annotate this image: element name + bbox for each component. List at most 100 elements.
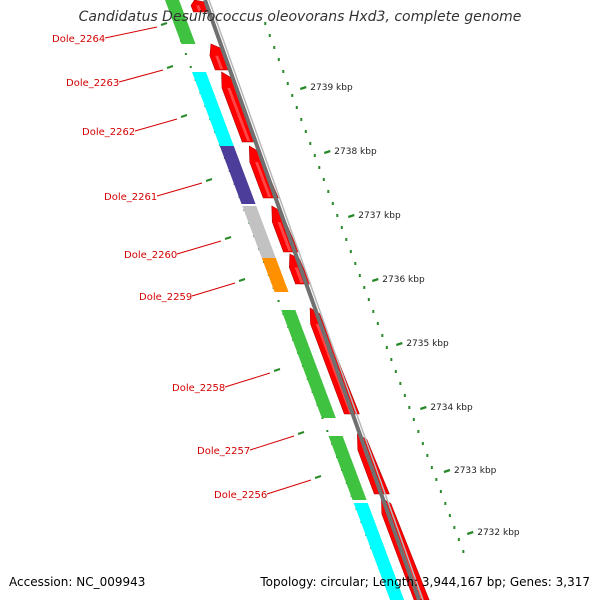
- scale-dot: [457, 538, 460, 541]
- gene-connector: [266, 479, 312, 495]
- scale-ticks: 2739 kbp 2738 kbp 2737 kbp 2736 kbp 2735 kbp…: [299, 83, 520, 538]
- scale-tick: [466, 530, 474, 536]
- scale-tick: [347, 213, 355, 219]
- scale-tick: [371, 277, 379, 283]
- gene-tick: [238, 278, 246, 282]
- scale-tick: [323, 149, 331, 155]
- scale-dot: [363, 286, 366, 289]
- scale-dot: [300, 118, 303, 121]
- backbone-line: [203, 0, 421, 600]
- cog-block-dole_2260: [242, 206, 276, 258]
- cog-block-dole_2264: [165, 0, 196, 44]
- scale-dot: [421, 442, 424, 445]
- scale-dot: [309, 142, 312, 145]
- scale-dot: [390, 358, 393, 361]
- scale-dot: [381, 334, 384, 337]
- cog-block-dole_2257: [328, 436, 367, 500]
- cog-block-dole_2259: [261, 258, 289, 292]
- cog-block-dole_2261: [219, 146, 256, 204]
- scale-tick: [419, 405, 427, 411]
- scale-dot: [282, 70, 285, 73]
- gene-label-dole_2264: Dole_2264: [52, 22, 168, 45]
- gene-tick: [160, 22, 168, 26]
- scale-dot: [322, 178, 325, 181]
- scale-dot: [417, 430, 420, 433]
- scale-dot: [318, 166, 321, 169]
- gene-label-dole_2259: Dole_2259: [139, 278, 246, 303]
- gene-connector: [118, 69, 164, 83]
- scale-dot: [340, 226, 343, 229]
- scale-dot: [408, 406, 411, 409]
- scale-dot: [448, 514, 451, 517]
- scale-dot: [399, 382, 402, 385]
- scale-tick-label: 2738 kbp: [334, 147, 377, 157]
- cog-block-dole_2258: [281, 310, 336, 418]
- scale-dot: [277, 58, 280, 61]
- scale-dot: [327, 190, 330, 193]
- scale-dot: [439, 490, 442, 493]
- gene-tick: [314, 475, 322, 479]
- cog-block-dole_2262: [192, 72, 234, 146]
- cog-block-dole_2256: [353, 503, 405, 600]
- gene-tick: [273, 368, 281, 372]
- gene-label-text: Dole_2256: [214, 490, 267, 501]
- scale-tick-label: 2736 kbp: [382, 275, 425, 285]
- scale-ring: [180, 22, 465, 553]
- scale-dot: [412, 418, 415, 421]
- scale-dot: [336, 214, 339, 217]
- gene-connector: [134, 118, 178, 132]
- scale-dot: [345, 238, 348, 241]
- scale-dot: [268, 34, 271, 37]
- backbone-shadow: [208, 0, 424, 600]
- gene-label-dole_2258: Dole_2258: [172, 368, 281, 394]
- gene-label-text: Dole_2263: [66, 78, 119, 89]
- scale-dot: [430, 466, 433, 469]
- map-title: Candidatus Desulfococcus oleovorans Hxd3…: [78, 9, 522, 25]
- gene-label-dole_2257: Dole_2257: [197, 431, 305, 457]
- scale-dot: [295, 106, 298, 109]
- gene-label-dole_2261: Dole_2261: [104, 178, 213, 203]
- scale-dot: [394, 370, 397, 373]
- scale-dot: [376, 322, 379, 325]
- scale-dot: [286, 82, 289, 85]
- gene-label-text: Dole_2260: [124, 250, 177, 261]
- scale-dot: [372, 310, 375, 313]
- scale-dot: [403, 394, 406, 397]
- scale-tick-label: 2737 kbp: [358, 211, 401, 221]
- gene-tick: [166, 65, 174, 69]
- scale-tick: [395, 341, 403, 347]
- gene-connector: [176, 240, 222, 255]
- scale-dot: [358, 274, 361, 277]
- scale-dot: [273, 46, 276, 49]
- gene-tick: [224, 236, 232, 240]
- gene-labels: Dole_2264 Dole_2263 Dole_2262 Dole_2261 Dole…: [52, 22, 322, 501]
- inner-dot: [189, 66, 192, 68]
- scale-dot: [453, 526, 456, 529]
- gene-label-text: Dole_2257: [197, 446, 250, 457]
- scale-dot: [426, 454, 429, 457]
- gene-label-dole_2262: Dole_2262: [82, 114, 188, 138]
- scale-dot: [331, 202, 334, 205]
- gene-label-dole_2256: Dole_2256: [214, 475, 322, 501]
- scale-tick-label: 2735 kbp: [406, 339, 449, 349]
- scale-tick-label: 2733 kbp: [454, 466, 497, 476]
- cog-track: [165, 0, 405, 600]
- scale-dot: [349, 250, 352, 253]
- scale-tick-label: 2732 kbp: [477, 528, 520, 538]
- backbone: [203, 0, 424, 600]
- scale-dot: [313, 154, 316, 157]
- scale-tick: [443, 468, 451, 474]
- gene-tick: [297, 431, 305, 435]
- scale-dot: [354, 262, 357, 265]
- accession-text: Accession: NC_009943: [9, 575, 146, 589]
- gene-label-text: Dole_2264: [52, 34, 105, 45]
- gene-connector: [224, 372, 271, 388]
- scale-dot: [444, 502, 447, 505]
- gene-connector: [191, 282, 236, 297]
- genome-stats: Topology: circular; Length: 3,944,167 bp…: [260, 575, 590, 589]
- scale-dot: [291, 94, 294, 97]
- gene-tick: [205, 178, 213, 182]
- scale-dot: [264, 22, 267, 25]
- inner-dot: [326, 430, 329, 432]
